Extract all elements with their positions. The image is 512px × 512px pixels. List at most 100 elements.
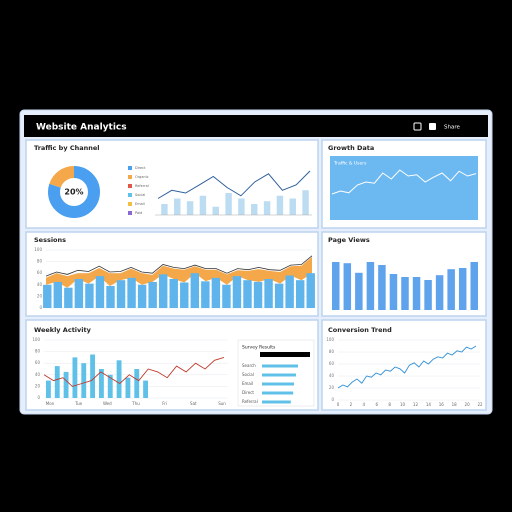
bar xyxy=(134,369,140,398)
bar xyxy=(243,280,252,308)
bar xyxy=(264,279,273,308)
progress-bar xyxy=(262,382,294,386)
x-tick-label: 6 xyxy=(375,402,378,407)
y-tick-label: 100 xyxy=(326,337,334,342)
bar xyxy=(148,281,157,308)
bar xyxy=(225,193,232,215)
panel-title: Sessions xyxy=(34,236,66,244)
bar xyxy=(63,371,69,398)
x-tick-label: 18 xyxy=(452,402,458,407)
area xyxy=(46,257,312,288)
panel-title: Growth Data xyxy=(328,144,374,152)
y-tick-label: 100 xyxy=(34,247,42,252)
bar xyxy=(169,279,178,308)
app-title: Website Analytics xyxy=(36,123,127,133)
bar xyxy=(201,281,210,308)
progress-bar xyxy=(262,373,296,377)
x-tick-label: Wed xyxy=(103,401,112,406)
legend-label: Paid xyxy=(135,211,142,215)
progress-bar xyxy=(262,364,298,368)
bar xyxy=(45,380,51,398)
x-tick-label: Mon xyxy=(46,401,55,406)
bar xyxy=(174,198,181,215)
x-tick-label: 10 xyxy=(400,402,406,407)
y-tick-label: 60 xyxy=(37,270,43,275)
bar xyxy=(274,283,284,308)
bar xyxy=(238,198,245,215)
bar xyxy=(285,275,294,308)
x-tick-label: Tue xyxy=(74,401,82,406)
bar xyxy=(98,369,104,398)
bar xyxy=(401,277,409,310)
bar xyxy=(458,268,467,310)
bar xyxy=(143,380,149,398)
bar xyxy=(412,277,421,310)
bar xyxy=(85,283,94,308)
line xyxy=(337,345,477,389)
icon[interactable] xyxy=(429,123,436,130)
bar xyxy=(43,284,52,308)
chart-subtitle: Traffic & Users xyxy=(333,161,367,167)
bar xyxy=(302,190,309,215)
bar xyxy=(116,360,122,398)
x-tick-label: Thu xyxy=(131,401,140,406)
list-label: Direct xyxy=(242,390,254,395)
bar xyxy=(107,374,113,398)
bar xyxy=(332,262,340,310)
bar xyxy=(295,280,305,308)
legend-swatch xyxy=(128,175,132,179)
bar xyxy=(54,366,60,398)
legend-swatch xyxy=(128,193,132,197)
share-button[interactable]: Share xyxy=(444,125,460,131)
legend-label: Organic xyxy=(135,175,149,179)
bar xyxy=(64,287,73,308)
bar xyxy=(125,377,131,398)
list-label: Social xyxy=(242,372,254,377)
y-tick-label: 60 xyxy=(35,360,41,365)
legend-label: Social xyxy=(135,193,145,197)
bar xyxy=(116,280,126,308)
x-tick-label: Sat xyxy=(190,401,197,406)
x-tick-label: 12 xyxy=(413,402,419,407)
bar xyxy=(447,269,455,310)
legend-label: Email xyxy=(135,202,145,206)
bar xyxy=(199,195,207,215)
bar xyxy=(253,281,263,308)
y-tick-label: 40 xyxy=(35,372,41,377)
progress-bar xyxy=(262,391,294,395)
line xyxy=(45,255,313,277)
bar xyxy=(81,363,87,398)
y-tick-label: 100 xyxy=(32,337,40,342)
y-tick-label: 80 xyxy=(35,349,41,354)
bar xyxy=(180,282,189,308)
line xyxy=(331,169,477,195)
y-tick-label: 80 xyxy=(37,259,43,264)
bar xyxy=(232,276,242,308)
bar xyxy=(161,204,168,215)
bar xyxy=(95,276,105,308)
list-label: Referral xyxy=(242,399,258,404)
bar xyxy=(306,273,315,308)
list-header xyxy=(260,352,310,357)
y-tick-label: 40 xyxy=(329,373,335,378)
list-label: Email xyxy=(242,381,253,386)
x-tick-label: 2 xyxy=(350,402,353,407)
icon[interactable] xyxy=(413,122,422,131)
bar xyxy=(263,201,271,215)
x-tick-label: 16 xyxy=(439,402,445,407)
bar xyxy=(289,198,296,215)
y-tick-label: 20 xyxy=(329,385,335,390)
y-tick-label: 60 xyxy=(329,361,335,366)
legend-label: Direct xyxy=(135,166,146,170)
list-title: Survey Results xyxy=(242,345,276,351)
list-label: Search xyxy=(242,363,256,368)
x-tick-label: 22 xyxy=(477,402,483,407)
bar xyxy=(276,195,284,215)
legend-swatch xyxy=(128,166,132,170)
x-tick-label: Fri xyxy=(162,401,167,406)
bar xyxy=(127,277,136,308)
donut-segment xyxy=(48,166,100,218)
x-tick-label: 20 xyxy=(465,402,471,407)
